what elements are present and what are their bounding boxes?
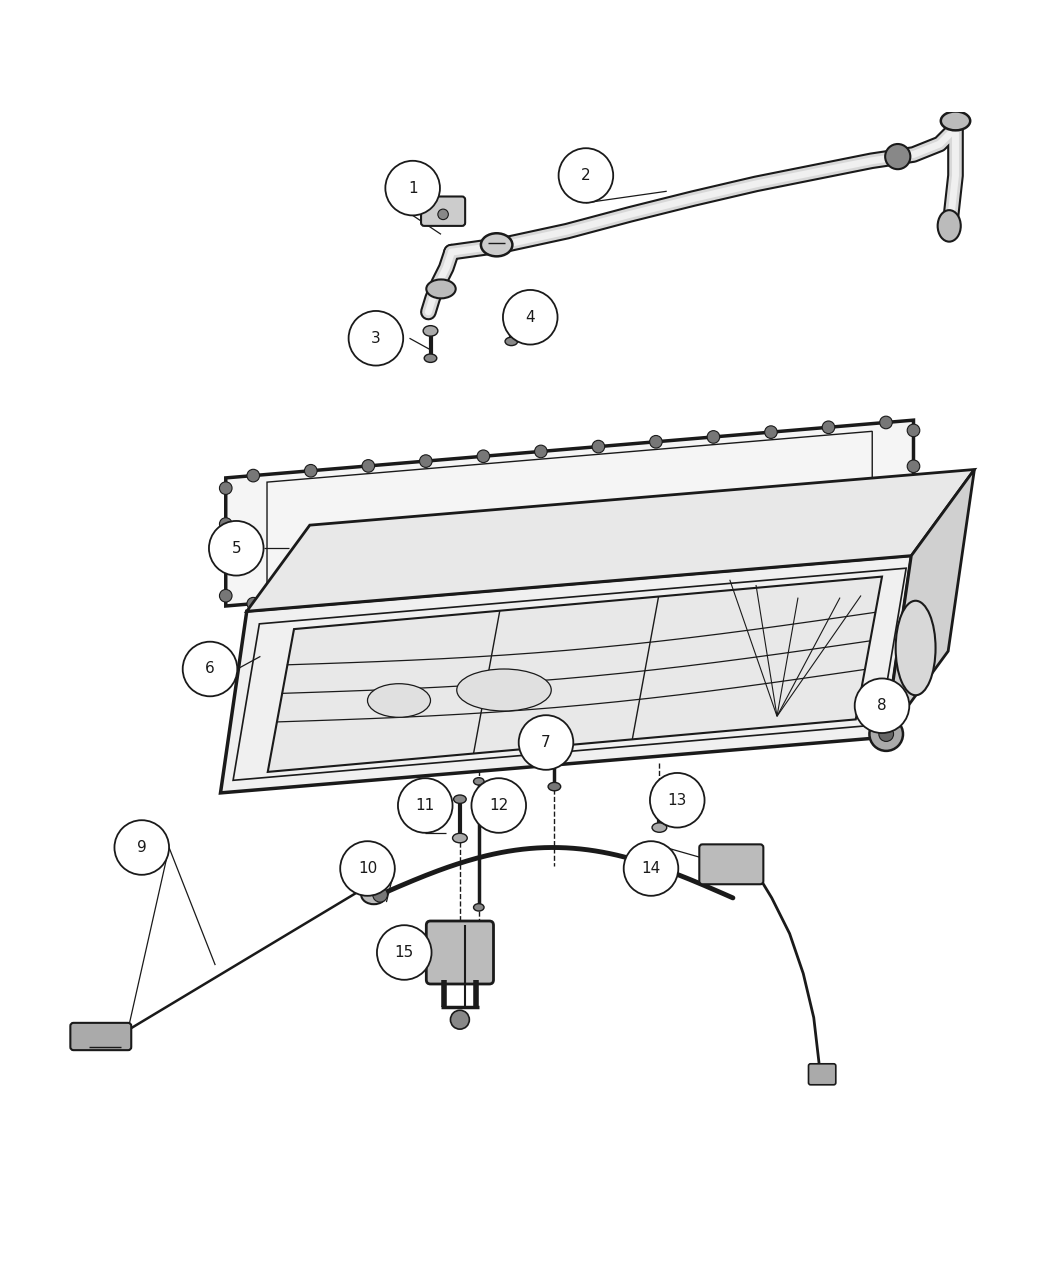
- Circle shape: [907, 425, 920, 437]
- Text: 3: 3: [371, 330, 381, 346]
- Circle shape: [764, 426, 777, 439]
- FancyBboxPatch shape: [808, 1063, 836, 1085]
- Circle shape: [349, 311, 403, 366]
- Polygon shape: [220, 556, 911, 793]
- Ellipse shape: [474, 778, 484, 785]
- Circle shape: [373, 887, 387, 903]
- Text: 5: 5: [231, 541, 242, 556]
- Circle shape: [855, 678, 909, 733]
- Circle shape: [822, 550, 835, 562]
- Circle shape: [822, 421, 835, 434]
- Polygon shape: [268, 576, 882, 771]
- Circle shape: [209, 521, 264, 575]
- Ellipse shape: [505, 337, 518, 346]
- Circle shape: [907, 532, 920, 544]
- Ellipse shape: [457, 669, 551, 711]
- Circle shape: [247, 598, 259, 609]
- Circle shape: [885, 144, 910, 170]
- Text: 13: 13: [668, 793, 687, 808]
- Circle shape: [592, 440, 605, 453]
- Circle shape: [247, 469, 259, 482]
- Circle shape: [534, 445, 547, 458]
- Circle shape: [219, 482, 232, 495]
- Circle shape: [219, 589, 232, 602]
- Ellipse shape: [454, 796, 466, 803]
- Circle shape: [907, 496, 920, 509]
- Text: 12: 12: [489, 798, 508, 813]
- Ellipse shape: [941, 111, 970, 130]
- Polygon shape: [247, 469, 974, 611]
- Ellipse shape: [653, 784, 666, 793]
- Circle shape: [304, 464, 317, 477]
- Text: 2: 2: [581, 168, 591, 184]
- Circle shape: [385, 161, 440, 215]
- Ellipse shape: [938, 210, 961, 242]
- Circle shape: [477, 450, 489, 463]
- Circle shape: [534, 574, 547, 585]
- Circle shape: [219, 518, 232, 530]
- Ellipse shape: [474, 904, 484, 912]
- Text: 9: 9: [136, 840, 147, 856]
- Text: 1: 1: [407, 181, 418, 195]
- Circle shape: [114, 820, 169, 875]
- Ellipse shape: [423, 325, 438, 337]
- Circle shape: [503, 289, 558, 344]
- Circle shape: [362, 459, 375, 472]
- Ellipse shape: [424, 354, 437, 362]
- Circle shape: [398, 778, 453, 833]
- FancyBboxPatch shape: [70, 1023, 131, 1051]
- Ellipse shape: [548, 757, 561, 765]
- Circle shape: [880, 544, 892, 557]
- Circle shape: [420, 455, 433, 468]
- Circle shape: [869, 718, 903, 751]
- Text: 8: 8: [877, 699, 887, 713]
- Ellipse shape: [504, 309, 519, 319]
- Ellipse shape: [426, 279, 456, 298]
- Circle shape: [477, 578, 489, 590]
- Circle shape: [420, 583, 433, 595]
- Circle shape: [764, 553, 777, 566]
- Circle shape: [880, 416, 892, 428]
- Circle shape: [340, 842, 395, 896]
- Ellipse shape: [481, 233, 512, 256]
- Ellipse shape: [896, 601, 936, 695]
- Ellipse shape: [361, 885, 386, 904]
- Circle shape: [183, 641, 237, 696]
- Circle shape: [471, 778, 526, 833]
- Circle shape: [438, 209, 448, 219]
- Circle shape: [519, 715, 573, 770]
- Ellipse shape: [453, 834, 467, 843]
- Circle shape: [650, 564, 663, 576]
- Circle shape: [650, 773, 705, 827]
- Ellipse shape: [548, 783, 561, 790]
- Ellipse shape: [368, 683, 430, 718]
- Circle shape: [450, 1010, 469, 1029]
- Circle shape: [707, 431, 719, 444]
- Text: 11: 11: [416, 798, 435, 813]
- Circle shape: [559, 148, 613, 203]
- Text: 10: 10: [358, 861, 377, 876]
- Circle shape: [304, 593, 317, 606]
- Circle shape: [707, 558, 719, 571]
- Circle shape: [624, 842, 678, 896]
- Polygon shape: [885, 469, 974, 737]
- Circle shape: [650, 436, 663, 448]
- FancyBboxPatch shape: [699, 844, 763, 885]
- Text: 15: 15: [395, 945, 414, 960]
- FancyBboxPatch shape: [421, 196, 465, 226]
- FancyBboxPatch shape: [426, 921, 493, 984]
- Text: 7: 7: [541, 734, 551, 750]
- Ellipse shape: [652, 822, 667, 833]
- Text: 6: 6: [205, 662, 215, 677]
- Polygon shape: [226, 421, 914, 606]
- Text: 14: 14: [642, 861, 660, 876]
- Circle shape: [879, 727, 894, 742]
- Circle shape: [219, 553, 232, 566]
- Circle shape: [377, 926, 432, 979]
- Text: 4: 4: [525, 310, 536, 325]
- Circle shape: [907, 460, 920, 473]
- Circle shape: [592, 569, 605, 581]
- Circle shape: [362, 588, 375, 601]
